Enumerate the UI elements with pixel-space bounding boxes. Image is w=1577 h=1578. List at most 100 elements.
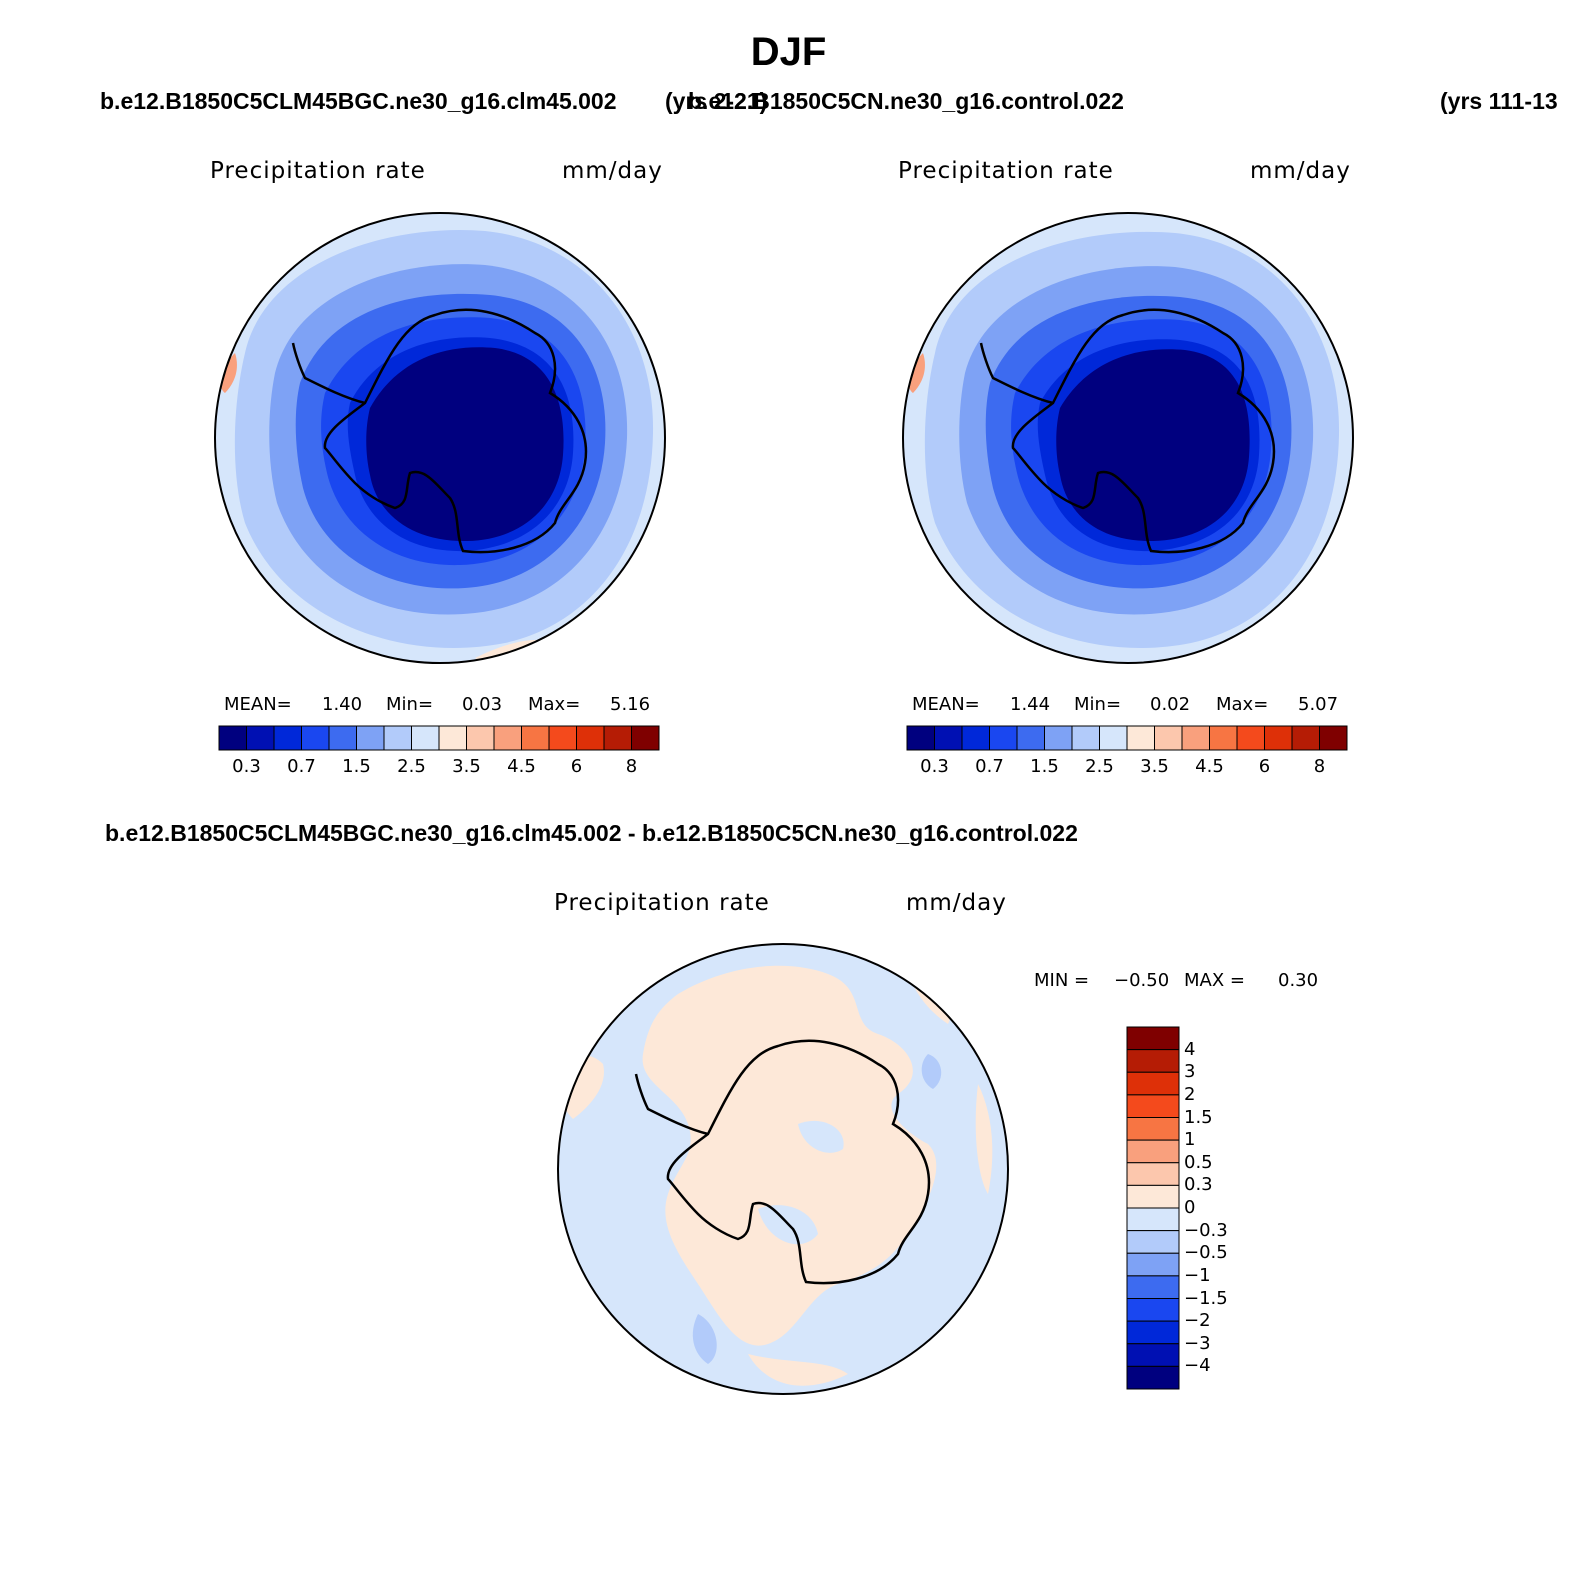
colorbar-tick-label: 0.7 <box>287 756 316 777</box>
colorbar-tick-label: 4.5 <box>1195 756 1224 777</box>
colorbar-swatch <box>1126 1230 1180 1254</box>
case2-name: b.e12.B1850C5CN.ne30_g16.control.022 <box>688 88 1124 114</box>
panel3-colorbar-ticks: 4 3 2 1.5 1 0.5 0.3 0 −0.3 −0.5 −1 −1.5 −2 −3 −4 <box>1184 1026 1264 1390</box>
panel1-max-value: 5.16 <box>610 694 651 715</box>
panel3-min-label: MIN = <box>1034 970 1090 991</box>
colorbar-swatch <box>1126 1298 1180 1322</box>
colorbar-swatch <box>1071 725 1100 751</box>
colorbar-tick-label: 0 <box>1184 1197 1196 1218</box>
colorbar-swatch <box>989 725 1018 751</box>
colorbar-swatch <box>466 725 495 751</box>
panel2-colorbar <box>906 725 1348 751</box>
colorbar-tick-label: −1 <box>1184 1264 1211 1286</box>
colorbar-tick-label: 4 <box>1184 1038 1196 1060</box>
colorbar-tick-label: −1.5 <box>1184 1287 1228 1309</box>
panel2-max-label: Max= <box>1216 694 1269 715</box>
case1-name: b.e12.B1850C5CLM45BGC.ne30_g16.clm45.002 <box>100 88 617 114</box>
panel3-polar-map <box>557 943 1009 1395</box>
panel3-max-label: MAX = <box>1184 970 1245 991</box>
colorbar-tick-label: 4.5 <box>507 756 536 777</box>
colorbar-tick-label: 8 <box>625 756 638 777</box>
panel1-variable: Precipitation rate <box>210 158 426 184</box>
colorbar-swatch <box>934 725 963 751</box>
panel1-max-label: Max= <box>528 694 581 715</box>
colorbar-swatch <box>1236 725 1265 751</box>
colorbar-swatch <box>1126 1162 1180 1186</box>
colorbar-tick-label: −2 <box>1184 1310 1211 1332</box>
colorbar-tick-label: 0.7 <box>975 756 1004 777</box>
colorbar-swatch <box>961 725 990 751</box>
colorbar-tick-label: 0.3 <box>920 756 949 777</box>
map-band <box>908 353 925 393</box>
colorbar-tick-label: 0.3 <box>1184 1174 1213 1196</box>
colorbar-tick-label: −4 <box>1184 1355 1211 1377</box>
colorbar-swatch <box>1126 1275 1180 1299</box>
colorbar-swatch <box>301 725 330 751</box>
colorbar-tick-label: −0.5 <box>1184 1242 1228 1264</box>
colorbar-swatch <box>246 725 275 751</box>
colorbar-tick-label: 1.5 <box>342 756 371 777</box>
panel1-min-label: Min= <box>386 694 434 715</box>
colorbar-swatch <box>438 725 467 751</box>
panel1-mean-label: MEAN= <box>224 694 292 715</box>
colorbar-tick-label: 3 <box>1184 1061 1196 1083</box>
panel2-colorbar-ticks: 0.3 0.7 1.5 2.5 3.5 4.5 6 8 <box>906 756 1348 780</box>
panel2-variable: Precipitation rate <box>898 158 1114 184</box>
panel2-max-value: 5.07 <box>1298 694 1339 715</box>
panel2-units: mm/day <box>1250 158 1351 184</box>
colorbar-tick-label: 1.5 <box>1030 756 1059 777</box>
colorbar-swatch <box>383 725 412 751</box>
map-band <box>975 1084 993 1194</box>
colorbar-swatch <box>1264 725 1293 751</box>
colorbar-swatch <box>1209 725 1238 751</box>
colorbar-swatch <box>1126 1139 1180 1164</box>
panel2-mean-value: 1.44 <box>1010 694 1051 715</box>
antarctic-peninsula <box>291 342 366 405</box>
colorbar-swatch <box>218 725 247 751</box>
colorbar-swatch <box>1126 1320 1180 1345</box>
colorbar-swatch <box>1044 725 1073 751</box>
map-band <box>220 353 237 393</box>
case2-years: (yrs 111-13 <box>1440 88 1558 114</box>
antarctica-coastline <box>323 308 588 554</box>
colorbar-swatch <box>1126 1071 1180 1096</box>
colorbar-tick-label: 3.5 <box>452 756 481 777</box>
antarctic-peninsula <box>979 342 1054 405</box>
colorbar-swatch <box>1181 725 1210 751</box>
colorbar-swatch <box>1126 1343 1180 1367</box>
colorbar-tick-label: 0.3 <box>232 756 261 777</box>
panel3-units: mm/day <box>906 890 1007 916</box>
panel2-min-label: Min= <box>1074 694 1122 715</box>
colorbar-swatch <box>1126 1252 1180 1277</box>
figure-title: DJF <box>750 30 827 74</box>
panel1-units: mm/day <box>562 158 663 184</box>
colorbar-tick-label: 6 <box>570 756 583 777</box>
panel2-min-value: 0.02 <box>1150 694 1191 715</box>
colorbar-swatch <box>1126 725 1155 751</box>
colorbar-swatch <box>1126 1184 1180 1209</box>
colorbar-tick-label: 2 <box>1184 1083 1196 1105</box>
colorbar-swatch <box>1099 725 1128 751</box>
panel2-mean-label: MEAN= <box>912 694 980 715</box>
colorbar-swatch <box>1126 1049 1180 1073</box>
antarctica-coastline <box>1011 308 1276 554</box>
colorbar-tick-label: −0.3 <box>1184 1219 1228 1241</box>
map-band <box>748 1354 848 1386</box>
map-boundary <box>214 212 666 664</box>
colorbar-swatch <box>576 725 605 751</box>
map-boundary <box>902 212 1354 664</box>
map-band <box>642 965 937 1346</box>
colorbar-swatch <box>548 725 577 751</box>
panel3-variable: Precipitation rate <box>554 890 770 916</box>
colorbar-swatch <box>1016 725 1045 751</box>
colorbar-swatch <box>1126 1365 1180 1390</box>
colorbar-swatch <box>631 725 660 751</box>
colorbar-swatch <box>1126 1117 1180 1141</box>
panel1-colorbar-ticks: 0.3 0.7 1.5 2.5 3.5 4.5 6 8 <box>218 756 660 780</box>
colorbar-swatch <box>521 725 550 751</box>
colorbar-swatch <box>1126 1207 1180 1232</box>
panel1-polar-map <box>214 212 666 664</box>
colorbar-swatch <box>1319 725 1348 751</box>
colorbar-tick-label: 1.5 <box>1184 1106 1213 1128</box>
colorbar-tick-label: 1 <box>1184 1129 1196 1151</box>
